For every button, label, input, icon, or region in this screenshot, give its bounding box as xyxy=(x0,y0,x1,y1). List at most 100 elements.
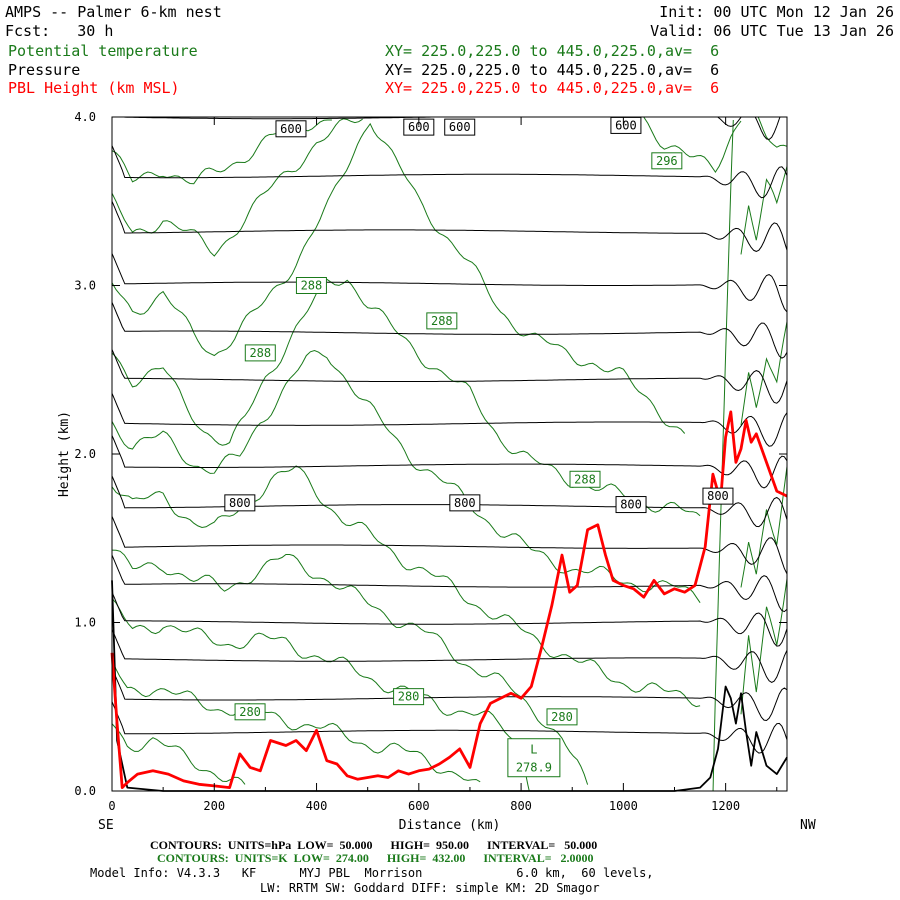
field-label-pressure: Pressure xyxy=(8,61,81,79)
pressure-contour xyxy=(112,201,787,252)
theta-contour xyxy=(112,122,686,434)
theta-label-box xyxy=(546,708,578,726)
field-xy-pbl: XY= 225.0,225.0 to 445.0,225.0,av= 6 xyxy=(385,79,720,97)
theta-contour xyxy=(712,119,734,791)
forecast-hour: Fcst: 30 h xyxy=(5,22,114,40)
theta-label-box xyxy=(244,344,276,362)
theta-label: 296 xyxy=(656,154,678,168)
theta-label: 288 xyxy=(431,314,453,328)
theta-label-box xyxy=(295,277,327,294)
pressure-contour xyxy=(112,629,787,683)
terrain-line xyxy=(111,580,788,792)
theta-label: 288 xyxy=(574,472,596,486)
pressure-contours xyxy=(112,117,787,754)
x-tick-label: 400 xyxy=(306,799,328,813)
chart-title: AMPS -- Palmer 6-km nest xyxy=(5,3,222,21)
y-tick-label: 3.0 xyxy=(74,279,96,293)
pressure-label: 800 xyxy=(707,489,729,503)
theta-contour xyxy=(757,117,787,148)
terrain-series xyxy=(111,580,788,792)
plot-frame xyxy=(111,116,788,792)
y-axis-label: Height (km) xyxy=(57,411,72,497)
theta-label: 288 xyxy=(249,346,271,360)
min-marker-value: 278.9 xyxy=(516,761,552,775)
init-time: Init: 00 UTC Mon 12 Jan 26 xyxy=(659,3,894,21)
theta-label: 280 xyxy=(239,705,261,719)
pressure-label: 600 xyxy=(615,118,637,132)
theta-contour xyxy=(112,118,363,257)
field-xy-theta: XY= 225.0,225.0 to 445.0,225.0,av= 6 xyxy=(385,42,720,60)
pbl-series xyxy=(110,410,788,789)
pressure-label: 600 xyxy=(408,120,430,134)
pressure-label-box xyxy=(702,487,734,505)
x-tick-label: 1200 xyxy=(711,799,740,813)
pressure-label: 600 xyxy=(449,120,471,134)
x-right-end-label: NW xyxy=(800,818,816,833)
pressure-contour xyxy=(112,516,787,575)
axes: 0.0 1.0 2.0 3.0 4.0 0 200 400 600 800 1000 1200 Dist… xyxy=(57,110,816,833)
theta-contour xyxy=(112,598,530,791)
pressure-contour xyxy=(112,554,787,613)
pressure-label: 800 xyxy=(620,498,642,512)
theta-label-box xyxy=(234,703,266,721)
pressure-contour xyxy=(112,253,787,313)
theta-contour xyxy=(112,278,701,517)
footer-physics: LW: RRTM SW: Goddard DIFF: simple KM: 2D… xyxy=(260,881,600,895)
pressure-contour xyxy=(112,667,787,722)
theta-contour xyxy=(740,321,787,426)
pbl-height-line xyxy=(110,410,788,789)
pressure-contour xyxy=(124,117,781,141)
theta-contours xyxy=(112,117,787,791)
min-marker-box xyxy=(507,738,561,778)
theta-contour xyxy=(643,117,742,174)
pressure-contour xyxy=(112,701,787,754)
field-xy-pressure: XY= 225.0,225.0 to 445.0,225.0,av= 6 xyxy=(385,61,720,79)
pressure-contour xyxy=(112,393,787,447)
y-tick-label: 2.0 xyxy=(74,447,96,461)
x-axis-label: Distance (km) xyxy=(399,818,501,833)
theta-label: 280 xyxy=(551,710,573,724)
pressure-label: 800 xyxy=(454,496,476,510)
pressure-contour xyxy=(112,302,787,359)
pressure-label-box xyxy=(224,494,256,512)
theta-label-box xyxy=(569,470,601,488)
y-tick-label: 4.0 xyxy=(74,110,96,124)
x-tick-label: 1000 xyxy=(609,799,638,813)
footer-model-info: Model Info: V4.3.3 KF MYJ PBL Morrison 6… xyxy=(90,866,654,880)
footer-theta-contours: CONTOURS: UNITS=K LOW= 274.00 HIGH= 432.… xyxy=(157,851,594,865)
field-label-theta: Potential temperature xyxy=(8,42,198,60)
valid-time: Valid: 06 UTC Tue 13 Jan 26 xyxy=(650,22,894,40)
theta-label-box xyxy=(426,312,458,330)
pressure-contour xyxy=(112,435,787,489)
theta-contour xyxy=(112,659,481,783)
contour-labels: 600 600 600 600 800 800 800 800 296 288 288 288 288 2… xyxy=(224,116,734,778)
x-left-end-label: SE xyxy=(98,818,114,833)
x-tick-label: 0 xyxy=(108,799,115,813)
pressure-label: 800 xyxy=(229,496,251,510)
theta-contour xyxy=(112,349,701,603)
pressure-label-box xyxy=(444,118,476,136)
theta-contour xyxy=(112,723,246,785)
pressure-label-box xyxy=(449,494,481,512)
theta-contour xyxy=(740,466,787,588)
x-tick-label: 200 xyxy=(203,799,225,813)
x-tick-label: 600 xyxy=(408,799,430,813)
theta-contour xyxy=(112,549,589,785)
y-tick-label: 0.0 xyxy=(74,784,96,798)
y-tick-label: 1.0 xyxy=(74,616,96,630)
pressure-label-box xyxy=(615,496,647,514)
min-marker-letter: L xyxy=(530,743,537,757)
theta-label: 280 xyxy=(398,690,420,704)
theta-label-box xyxy=(651,152,683,170)
pressure-contour xyxy=(112,145,787,199)
pressure-contour xyxy=(112,592,787,647)
theta-label: 288 xyxy=(301,279,323,293)
theta-contour xyxy=(112,465,701,708)
pressure-label: 600 xyxy=(280,122,302,136)
x-tick-label: 800 xyxy=(510,799,532,813)
theta-label-box xyxy=(393,688,425,706)
theta-contour xyxy=(740,166,787,255)
field-label-pbl: PBL Height (km MSL) xyxy=(8,79,180,97)
footer-pressure-contours: CONTOURS: UNITS=hPa LOW= 50.000 HIGH= 95… xyxy=(150,838,598,852)
